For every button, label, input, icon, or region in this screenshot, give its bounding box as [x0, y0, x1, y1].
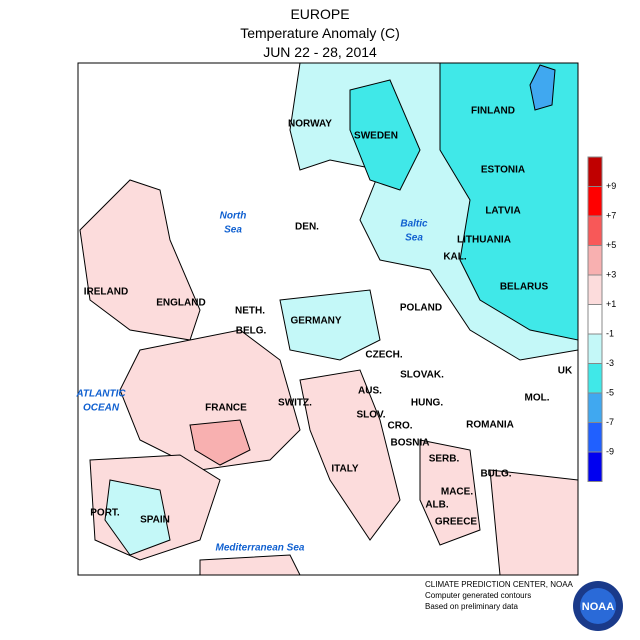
sea-label: OCEAN [83, 403, 120, 414]
country-label: GERMANY [290, 316, 341, 327]
legend-label: +5 [606, 240, 616, 250]
legend-swatch [587, 215, 603, 246]
country-label: ENGLAND [156, 298, 205, 309]
country-label: ESTONIA [481, 165, 525, 176]
legend-swatch [587, 245, 603, 276]
country-label: ROMANIA [466, 420, 514, 431]
footer-line: CLIMATE PREDICTION CENTER, NOAA [425, 580, 574, 589]
footer-line: Computer generated contours [425, 591, 531, 600]
country-label: AUS. [358, 386, 382, 397]
country-label: HUNG. [411, 398, 443, 409]
subtitle: Temperature Anomaly (C) [240, 25, 400, 41]
country-label: IRELAND [84, 287, 128, 298]
legend-label: -9 [606, 446, 614, 456]
country-label: MACE. [441, 487, 473, 498]
country-label: BELARUS [500, 282, 549, 293]
legend-swatch [587, 304, 603, 335]
legend-swatch [587, 274, 603, 305]
country-label: CRO. [388, 421, 413, 432]
country-label: NETH. [235, 306, 265, 317]
sea-label: Mediterranean Sea [216, 543, 305, 554]
legend-label: +3 [606, 269, 616, 279]
country-label: LATVIA [485, 206, 520, 217]
sea-label: Sea [224, 225, 242, 236]
sea-label: ATLANTIC [75, 389, 126, 400]
country-label: CZECH. [365, 350, 402, 361]
country-label: DEN. [295, 222, 319, 233]
country-label: SWITZ. [278, 398, 312, 409]
map: NORWAY SWEDEN FINLAND ESTONIA LATVIA LIT… [75, 62, 579, 576]
legend-label: -1 [606, 328, 614, 338]
country-label: GREECE [435, 517, 478, 528]
country-label: ITALY [331, 464, 359, 475]
legend-label: -3 [606, 358, 614, 368]
country-label: NORWAY [288, 119, 332, 130]
country-label: ALB. [425, 500, 449, 511]
legend-label: +7 [606, 210, 616, 220]
legend-swatch [587, 333, 603, 364]
country-label: KAL. [443, 252, 467, 263]
country-label: BELG. [236, 326, 267, 337]
country-label: FRANCE [205, 403, 247, 414]
country-label: PORT. [90, 508, 120, 519]
legend-swatch [587, 363, 603, 394]
country-label: BOSNIA [391, 438, 430, 449]
country-label: POLAND [400, 303, 442, 314]
legend-swatch [587, 422, 603, 453]
sea-label: Baltic [400, 219, 428, 230]
title: EUROPE [290, 6, 349, 22]
legend-label: +1 [606, 299, 616, 309]
legend-swatch [587, 186, 603, 217]
country-label: FINLAND [471, 106, 515, 117]
legend-label: +9 [606, 181, 616, 191]
country-label: SERB. [429, 454, 460, 465]
logo-text: NOAA [582, 601, 614, 613]
footer-line: Based on preliminary data [425, 602, 518, 611]
legend-swatch [587, 156, 603, 187]
noaa-logo: NOAA [573, 581, 623, 631]
country-label: SLOV. [356, 410, 385, 421]
legend-label: -5 [606, 387, 614, 397]
legend-label: -7 [606, 417, 614, 427]
country-label: BULG. [480, 469, 511, 480]
legend-swatch [587, 392, 603, 423]
country-label: SPAIN [140, 515, 170, 526]
legend: +9 +7 +5 +3 +1 -1 -3 -5 -7 -9 [587, 156, 616, 482]
country-label: SWEDEN [354, 131, 398, 142]
sea-label: Sea [405, 233, 423, 244]
dates: JUN 22 - 28, 2014 [263, 44, 377, 60]
country-label: MOL. [525, 393, 550, 404]
legend-swatch [587, 451, 603, 482]
country-label: SLOVAK. [400, 370, 444, 381]
country-label: UK [558, 366, 573, 377]
sea-label: North [220, 211, 247, 222]
country-label: LITHUANIA [457, 235, 511, 246]
